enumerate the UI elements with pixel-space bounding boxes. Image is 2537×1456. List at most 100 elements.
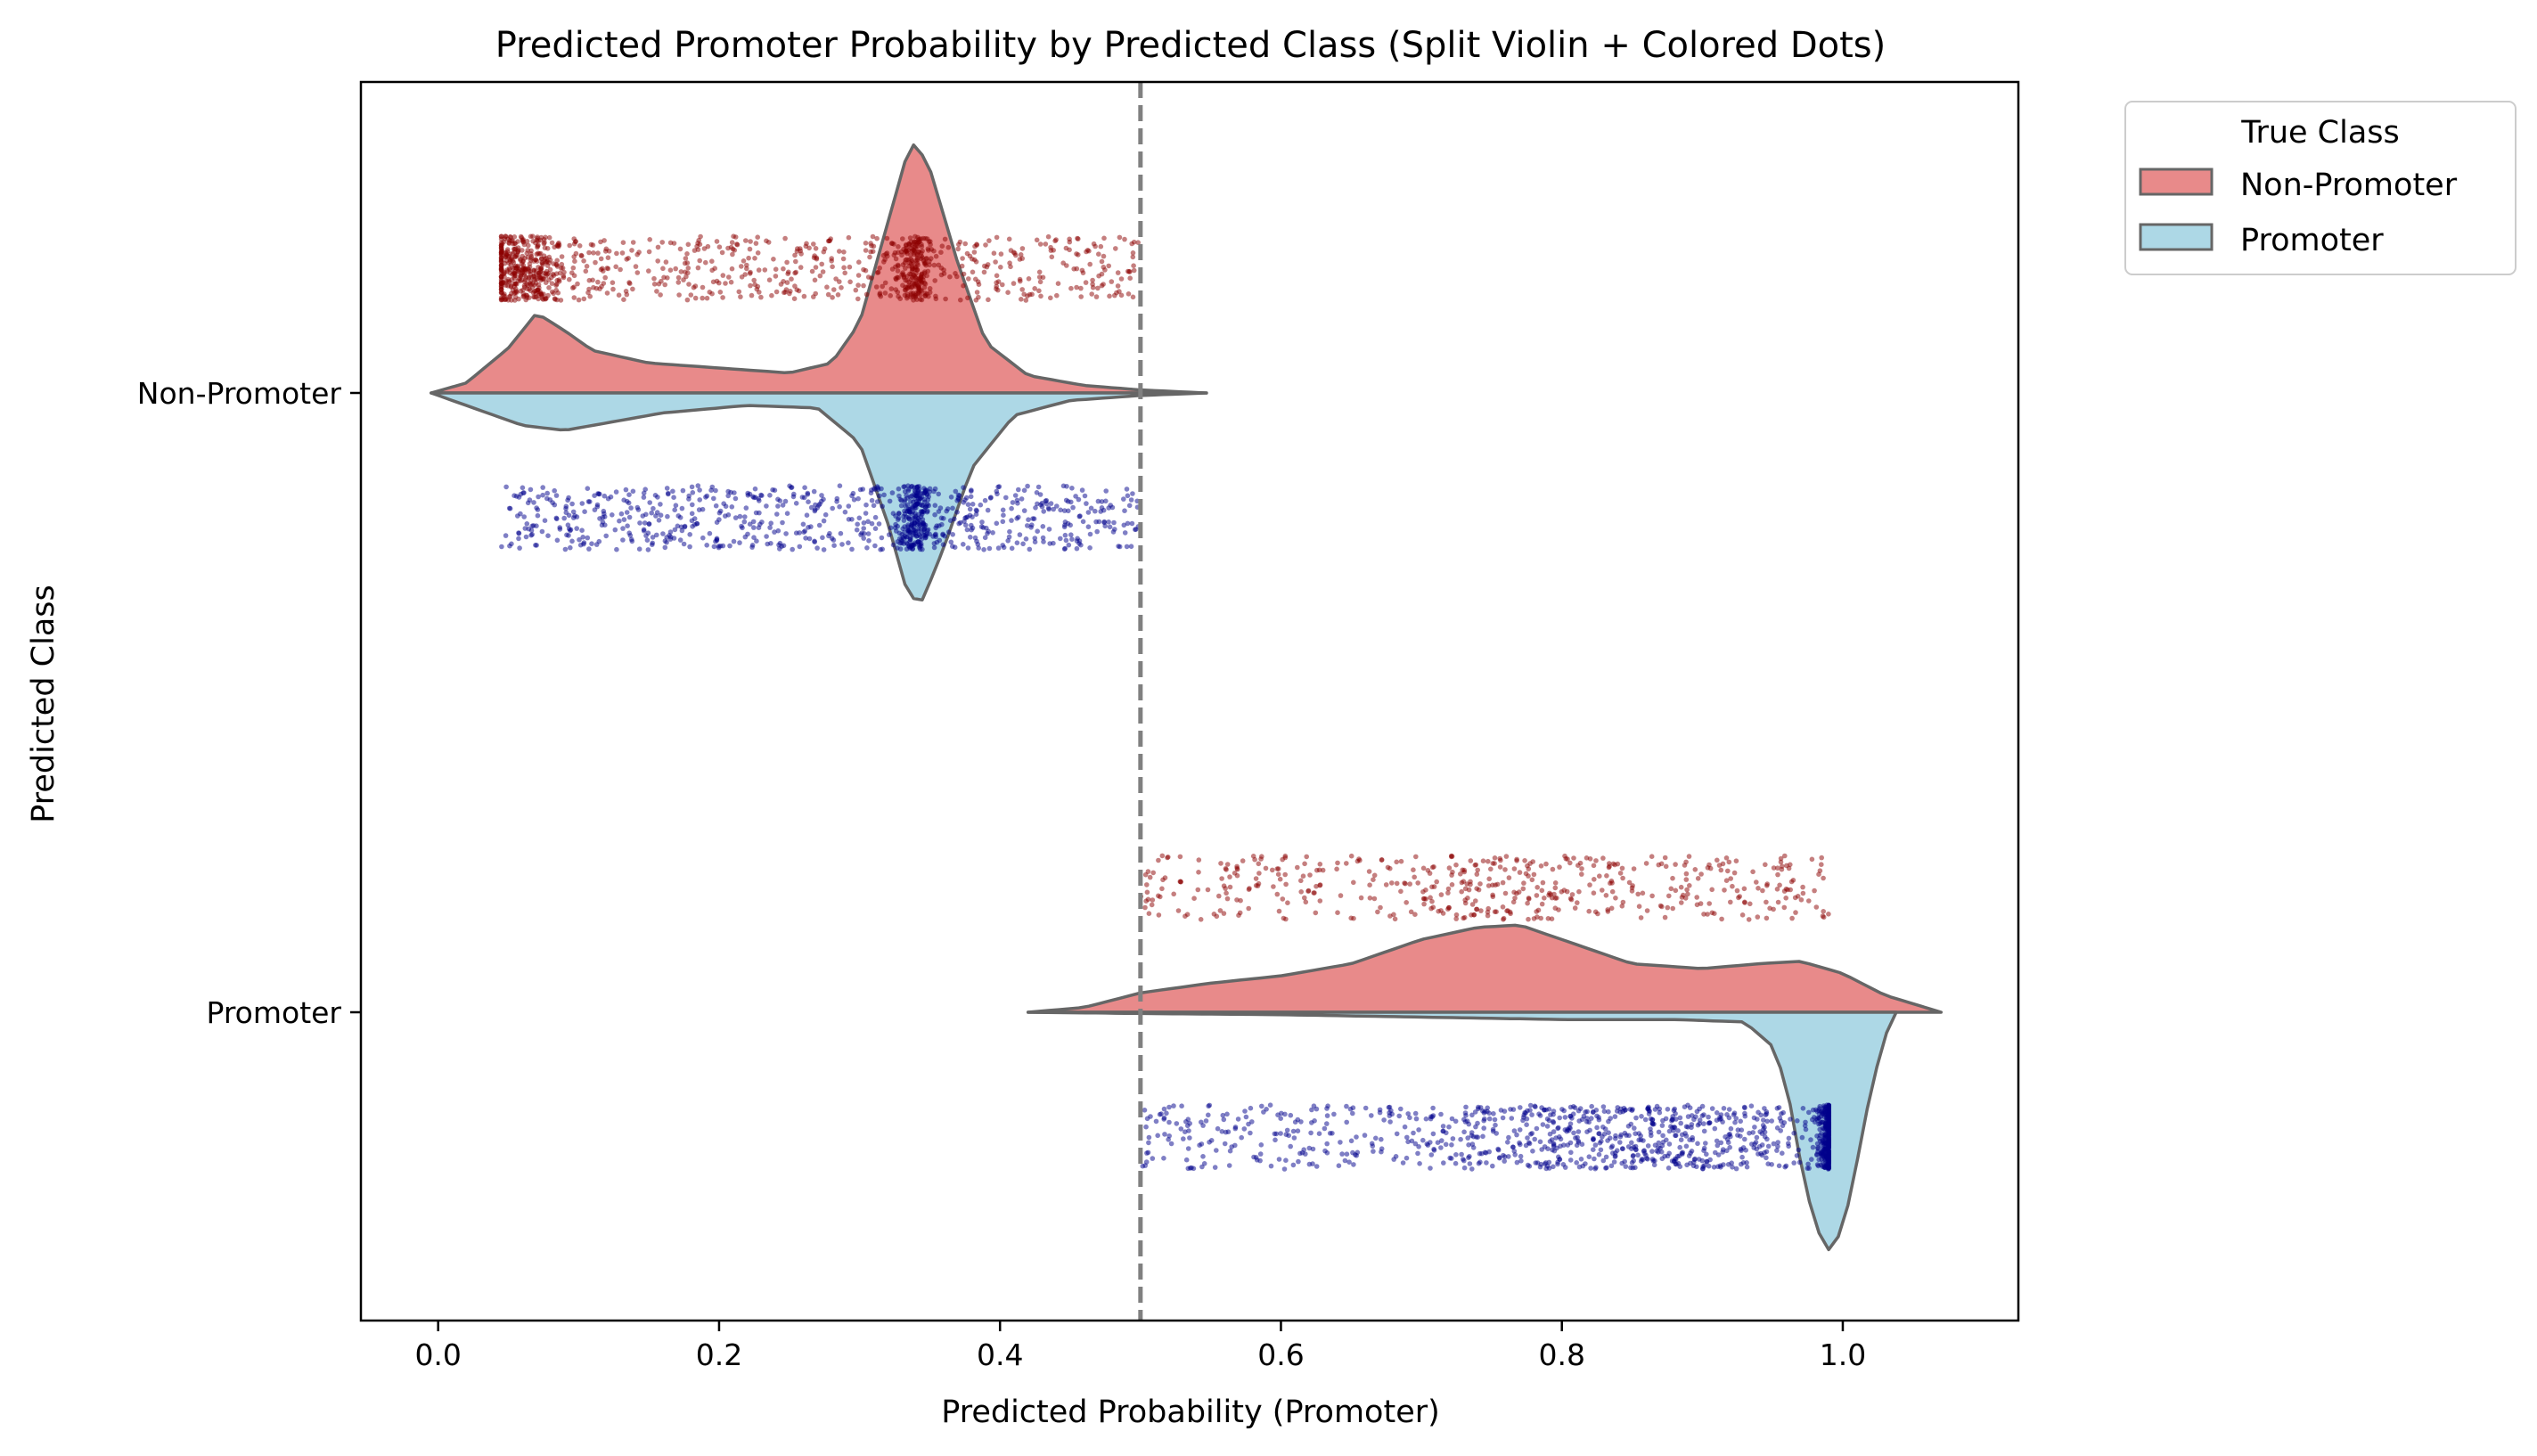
dot (825, 291, 831, 298)
dot (920, 520, 926, 527)
dot (579, 253, 585, 259)
dot (741, 519, 748, 525)
dot (1570, 1111, 1576, 1117)
dot (1763, 862, 1768, 868)
dot (1124, 544, 1130, 550)
dot (1485, 912, 1491, 919)
dot (1095, 498, 1101, 504)
dot (1677, 1115, 1683, 1121)
dot (1239, 1134, 1244, 1141)
dot (1243, 1114, 1249, 1120)
dot (1747, 1130, 1752, 1136)
dot (1620, 875, 1625, 881)
dot (675, 280, 682, 285)
dot (1640, 890, 1646, 896)
dot (1740, 1145, 1747, 1150)
dot (835, 292, 841, 298)
dot (1480, 1133, 1485, 1140)
dot (1761, 1117, 1766, 1123)
dot (1038, 502, 1043, 508)
dot (512, 290, 519, 296)
y-tick-label: Non-Promoter (137, 376, 342, 411)
dot (1040, 535, 1046, 541)
dot (528, 487, 534, 493)
dot (1749, 1141, 1755, 1147)
dot (1776, 1105, 1782, 1110)
dot (1567, 1140, 1574, 1146)
dot (1429, 898, 1435, 904)
dot (1130, 250, 1136, 256)
violin-promoter-non-promoter (1026, 923, 1944, 1014)
dot (971, 249, 978, 255)
dot (769, 292, 774, 299)
dot (1063, 245, 1069, 251)
dot (1307, 872, 1313, 878)
dot (739, 264, 744, 269)
dot (503, 484, 509, 490)
dot (1549, 1137, 1555, 1142)
dot (895, 545, 900, 551)
dot (1552, 896, 1559, 901)
dot (791, 296, 798, 302)
dot (1394, 859, 1399, 865)
dot (861, 536, 866, 541)
dot (1440, 1128, 1445, 1134)
dot (1036, 288, 1042, 294)
dot (808, 504, 814, 511)
dot (1498, 857, 1503, 863)
dot (806, 525, 811, 530)
dot (981, 269, 987, 275)
dot (1479, 1150, 1485, 1157)
dot (799, 495, 806, 500)
dot (585, 499, 592, 504)
dot (1467, 1161, 1473, 1166)
dot (1579, 866, 1584, 871)
dot (1543, 1107, 1549, 1113)
dot (1733, 858, 1739, 863)
dot (986, 297, 991, 303)
dot (1673, 862, 1678, 867)
dot (812, 277, 818, 283)
dot (1014, 540, 1020, 545)
dot (1404, 1155, 1410, 1161)
dot (1428, 1152, 1435, 1157)
dot (1534, 1125, 1540, 1132)
dot (1300, 873, 1306, 879)
dot (961, 271, 967, 277)
dot (1518, 1158, 1524, 1164)
dot (711, 544, 717, 550)
dot (1645, 1143, 1651, 1149)
dot (620, 526, 626, 531)
dot (921, 496, 928, 503)
dot (1542, 896, 1547, 901)
dot (1055, 281, 1061, 287)
dot (803, 536, 808, 541)
dot (828, 236, 833, 241)
dot (863, 502, 869, 508)
dot (936, 262, 942, 268)
dot (1500, 879, 1506, 886)
dot (1473, 862, 1479, 868)
dot (567, 242, 572, 249)
dot (554, 258, 560, 264)
dot (927, 486, 933, 492)
dot (1026, 517, 1031, 522)
dot (866, 538, 872, 544)
dot (559, 261, 565, 267)
dot (590, 242, 596, 248)
dot (1270, 867, 1275, 873)
y-axis-label: Predicted Class (26, 585, 61, 823)
dot (888, 525, 894, 531)
dot (536, 494, 541, 500)
dot (1019, 496, 1025, 502)
dot (1156, 857, 1161, 863)
dot (1544, 1124, 1551, 1129)
dot (1518, 1141, 1523, 1148)
dot (1232, 871, 1238, 876)
dot (1551, 1120, 1557, 1125)
dot (1174, 1121, 1180, 1126)
dot (1184, 912, 1191, 917)
dot (1200, 1154, 1206, 1159)
dot (897, 540, 903, 546)
dot (1438, 1145, 1444, 1150)
